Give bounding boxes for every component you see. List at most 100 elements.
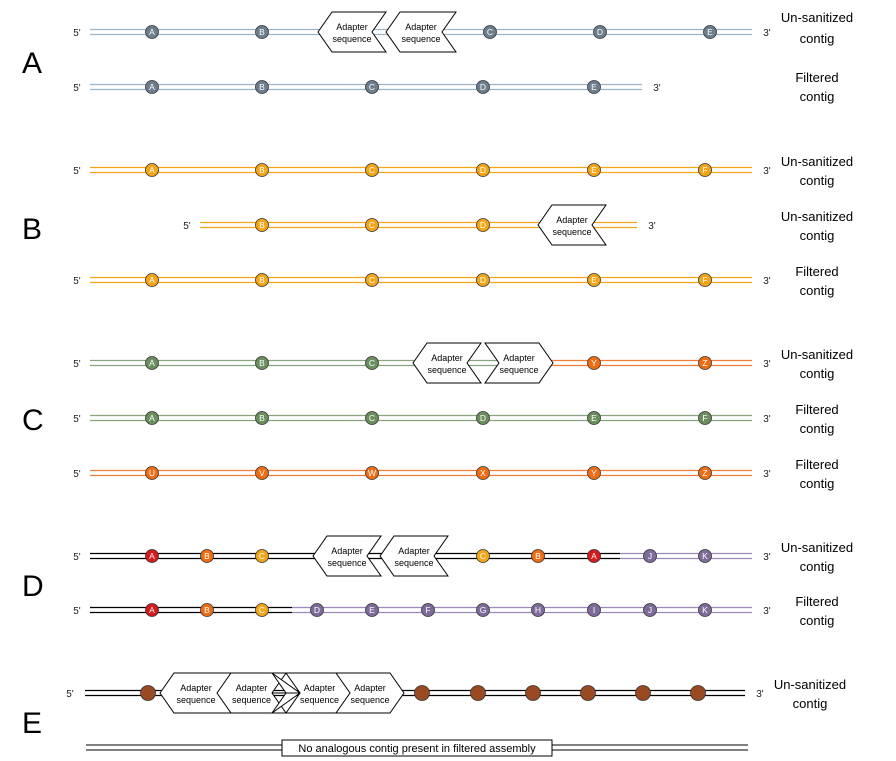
contig-node: [365, 466, 379, 480]
contig-node-label: C: [369, 165, 375, 175]
contig-node: [365, 411, 379, 425]
contig-node-label: A: [591, 551, 597, 561]
contig-node: [643, 549, 657, 563]
contig-node: [587, 411, 601, 425]
contig-node-label: J: [648, 605, 652, 615]
contig-node: [255, 356, 269, 370]
contig-node-label: C: [369, 358, 375, 368]
contig-row: 5' 3' Adapter sequence Adapter sequence A B C D E U…: [73, 10, 853, 53]
panel-letter-c: C: [22, 404, 44, 437]
contig-type-label: contig: [800, 283, 835, 298]
contig-type-label: contig: [800, 476, 835, 491]
adapter-label-line1: Adapter: [336, 22, 368, 32]
contig-type-label: Un-sanitized: [774, 677, 846, 692]
contig-type-label: contig: [800, 559, 835, 574]
contig-type-label: contig: [800, 173, 835, 188]
contig-node-label: Y: [591, 468, 597, 478]
contig-node-label: B: [259, 358, 265, 368]
five-prime-label: 5': [73, 276, 81, 287]
adapter-label-line2: sequence: [350, 695, 389, 705]
contig-node-label: K: [702, 551, 708, 561]
contig-node-label: B: [259, 220, 265, 230]
contig-node-label: A: [149, 275, 155, 285]
contig-node-label: E: [369, 605, 375, 615]
contig-node-label: X: [480, 468, 486, 478]
contig-node: [476, 466, 490, 480]
contig-type-label: contig: [800, 421, 835, 436]
contig-node-label: B: [259, 165, 265, 175]
adapter-label-line2: sequence: [332, 34, 371, 44]
contig-node: [145, 603, 159, 617]
adapter-sequence-shape: [379, 535, 449, 577]
contig-node-label: F: [425, 605, 430, 615]
contig-node-label: C: [369, 275, 375, 285]
contig-node: [698, 411, 712, 425]
contig-type-label: Un-sanitized: [781, 154, 853, 169]
three-prime-label: 3': [763, 276, 771, 287]
contig-node: [476, 80, 490, 94]
contig-node: [587, 466, 601, 480]
contig-node: [470, 685, 486, 701]
adapter-label-line1: Adapter: [354, 683, 386, 693]
contig-node-label: D: [480, 165, 486, 175]
contig-type-label: Filtered: [795, 594, 838, 609]
adapter-label-line2: sequence: [394, 558, 433, 568]
contig-node: [698, 273, 712, 287]
contig-node: [483, 25, 497, 39]
five-prime-label: 5': [73, 83, 81, 94]
contig-type-label: Filtered: [795, 457, 838, 472]
panel-letter-b: B: [22, 213, 42, 246]
contig-node: [531, 549, 545, 563]
contig-node-label: Y: [591, 358, 597, 368]
contig-node-label: D: [480, 82, 486, 92]
contig-node-label: D: [480, 413, 486, 423]
adapter-label-line1: Adapter: [304, 683, 336, 693]
panel-letter-d: D: [22, 570, 44, 603]
contig-node: [587, 603, 601, 617]
three-prime-label: 3': [763, 166, 771, 177]
contig-node-label: F: [702, 275, 707, 285]
contig-node: [200, 549, 214, 563]
five-prime-label: 5': [73, 552, 81, 563]
adapter-label-line1: Adapter: [180, 683, 212, 693]
five-prime-label: 5': [73, 28, 81, 39]
contig-type-label: contig: [800, 228, 835, 243]
contig-node-label: F: [702, 165, 707, 175]
panel-letter-a: A: [22, 47, 42, 80]
contig-node-label: A: [149, 27, 155, 37]
contig-node-label: D: [597, 27, 603, 37]
contig-row: 5' 3' Adapter sequence B C D Un-sanitized contig: [183, 204, 853, 246]
adapter-label-line1: Adapter: [331, 546, 363, 556]
contig-type-label: contig: [800, 31, 835, 46]
contig-node: [145, 163, 159, 177]
contig-node: [476, 549, 490, 563]
contig-node: [421, 603, 435, 617]
contig-node: [140, 685, 156, 701]
contig-node-label: Z: [702, 358, 707, 368]
contig-node: [587, 356, 601, 370]
contig-row: 5' 3' U V W X Y Z Filtered contig: [73, 457, 838, 491]
contig-node: [365, 80, 379, 94]
contig-row: 5' 3' A B C D E F Filtered contig: [73, 402, 838, 436]
contig-node-label: A: [149, 82, 155, 92]
contig-node: [255, 466, 269, 480]
adapter-label-line1: Adapter: [398, 546, 430, 556]
contig-row: 5' 3' A B C D E Filtered contig: [73, 70, 838, 104]
three-prime-label: 3': [756, 689, 764, 700]
adapter-sequence-shape: [385, 11, 457, 53]
adapter-label-line1: Adapter: [503, 353, 535, 363]
contig-node: [698, 356, 712, 370]
contig-row: 5' 3' Adapter sequence Adapter sequence A B C C B A…: [73, 535, 853, 577]
contig-node: [145, 25, 159, 39]
contig-node-label: J: [648, 551, 652, 561]
three-prime-label: 3': [763, 552, 771, 563]
adapter-sequence-shape: [484, 342, 554, 384]
contig-node-label: D: [480, 220, 486, 230]
contig-node: [310, 603, 324, 617]
adapter-label-line1: Adapter: [556, 215, 588, 225]
contig-row: 5' 3' A B C D E F Filtered contig: [73, 264, 838, 298]
contig-node-label: A: [149, 413, 155, 423]
contig-node: [255, 163, 269, 177]
contig-node: [365, 218, 379, 232]
contig-node: [698, 549, 712, 563]
